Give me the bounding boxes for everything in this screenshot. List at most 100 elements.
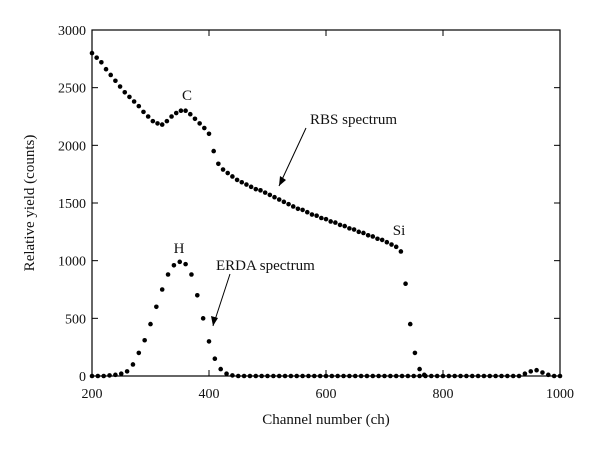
data-point xyxy=(124,369,130,374)
data-point xyxy=(89,373,95,379)
data-point xyxy=(177,259,183,265)
data-point xyxy=(113,78,118,84)
data-point xyxy=(388,373,393,379)
data-point xyxy=(282,373,288,379)
x-tick-label: 1000 xyxy=(546,387,574,402)
data-point xyxy=(108,72,114,78)
y-tick-label: 0 xyxy=(79,370,86,385)
data-point xyxy=(351,227,357,232)
data-point xyxy=(375,236,380,242)
data-point xyxy=(493,373,498,379)
data-point xyxy=(225,170,231,176)
data-point xyxy=(546,372,551,378)
data-point xyxy=(216,161,221,167)
data-point xyxy=(103,66,109,72)
data-point xyxy=(244,182,249,187)
data-point xyxy=(154,304,159,310)
data-point xyxy=(364,373,370,379)
data-point xyxy=(206,339,212,344)
data-point xyxy=(159,122,165,127)
data-point xyxy=(99,59,104,65)
annotation: H xyxy=(174,241,185,257)
data-point xyxy=(165,272,171,277)
data-point xyxy=(276,197,282,202)
data-point xyxy=(241,373,247,379)
data-point xyxy=(113,372,118,378)
data-point xyxy=(95,373,101,379)
data-point xyxy=(173,110,179,116)
data-point xyxy=(195,292,200,298)
data-point xyxy=(347,226,352,231)
data-point xyxy=(341,373,346,379)
annotation: C xyxy=(182,88,192,104)
data-point xyxy=(130,362,136,367)
x-tick-label: 600 xyxy=(316,387,337,402)
data-point xyxy=(352,373,358,379)
data-point xyxy=(248,184,254,190)
arrow xyxy=(278,127,307,187)
data-point xyxy=(522,371,528,376)
data-point xyxy=(253,373,259,379)
x-tick-label: 400 xyxy=(199,387,220,402)
data-point xyxy=(423,373,428,379)
data-point xyxy=(300,373,305,379)
data-point xyxy=(294,373,300,379)
data-point xyxy=(206,131,212,137)
data-point xyxy=(276,373,282,379)
data-point xyxy=(319,215,324,221)
data-point xyxy=(365,232,371,238)
data-point xyxy=(510,373,516,379)
data-point xyxy=(150,118,156,124)
data-point xyxy=(300,207,305,213)
data-point xyxy=(361,230,366,236)
data-point xyxy=(239,179,245,185)
data-point xyxy=(286,201,291,207)
data-point xyxy=(267,192,273,198)
data-point xyxy=(164,118,170,124)
data-point xyxy=(376,373,381,379)
data-point xyxy=(499,373,504,379)
data-point xyxy=(516,373,522,379)
data-point xyxy=(405,373,411,379)
data-point xyxy=(122,89,128,95)
data-point xyxy=(306,373,311,379)
data-point xyxy=(169,114,174,119)
arrowhead xyxy=(211,316,218,326)
data-point xyxy=(557,373,563,379)
data-point xyxy=(393,244,399,250)
arrowhead xyxy=(279,176,286,186)
data-point xyxy=(487,373,493,379)
data-point xyxy=(136,103,142,109)
data-point xyxy=(200,316,206,321)
data-point xyxy=(469,373,475,379)
data-point xyxy=(118,371,124,376)
data-point xyxy=(382,373,387,379)
data-point xyxy=(107,373,112,378)
y-axis-label: Relative yield (counts) xyxy=(22,135,38,272)
data-point xyxy=(183,108,188,114)
data-point xyxy=(230,373,235,378)
data-point xyxy=(458,373,463,379)
data-point xyxy=(304,209,310,215)
y-tick-label: 2500 xyxy=(58,82,86,97)
data-point xyxy=(429,373,434,379)
data-point xyxy=(481,373,487,379)
data-point xyxy=(347,373,352,379)
data-point xyxy=(452,373,458,379)
data-point xyxy=(551,373,557,379)
data-point xyxy=(342,223,348,229)
annotation: Si xyxy=(393,223,406,239)
data-point xyxy=(464,373,469,379)
data-point xyxy=(337,222,343,228)
data-point xyxy=(171,262,177,268)
data-point xyxy=(247,373,253,379)
y-tick-label: 1500 xyxy=(58,197,86,212)
data-point xyxy=(317,373,323,379)
data-point xyxy=(234,177,240,183)
data-point xyxy=(358,373,364,379)
data-point xyxy=(329,373,335,379)
data-point xyxy=(230,174,235,179)
data-point xyxy=(218,366,223,372)
data-point xyxy=(281,199,287,205)
